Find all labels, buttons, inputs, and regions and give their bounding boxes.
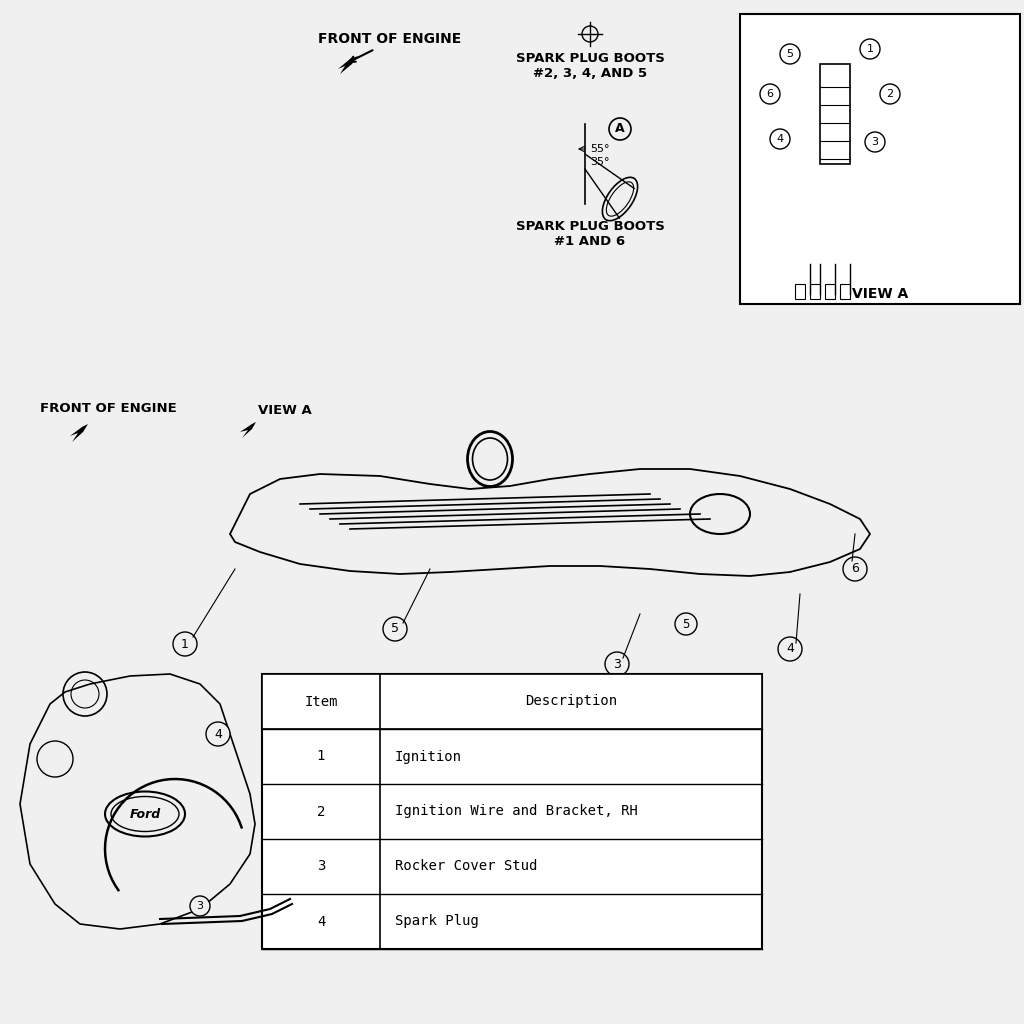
Text: 5: 5 [786, 49, 794, 59]
Text: Rocker Cover Stud: Rocker Cover Stud [395, 859, 538, 873]
Circle shape [780, 44, 800, 63]
Bar [840, 284, 850, 299]
Text: 3: 3 [613, 657, 621, 671]
Polygon shape [338, 56, 358, 74]
Text: 2: 2 [316, 805, 326, 818]
Text: 1: 1 [181, 638, 189, 650]
Circle shape [843, 557, 867, 581]
Text: 1: 1 [316, 750, 326, 764]
Text: 35°: 35° [590, 157, 609, 167]
Polygon shape [70, 424, 88, 442]
Circle shape [880, 84, 900, 104]
Polygon shape [240, 422, 256, 438]
Circle shape [770, 129, 790, 150]
Circle shape [860, 39, 880, 59]
Text: 4: 4 [316, 914, 326, 929]
Text: 1: 1 [866, 44, 873, 54]
Circle shape [609, 118, 631, 140]
Text: 3: 3 [316, 859, 326, 873]
Bar [825, 284, 835, 299]
Circle shape [778, 637, 802, 662]
Text: VIEW A: VIEW A [258, 404, 311, 418]
Text: VIEW A: VIEW A [852, 287, 908, 301]
Bar [740, 14, 1020, 304]
Circle shape [605, 652, 629, 676]
Circle shape [865, 132, 885, 152]
Circle shape [675, 613, 697, 635]
Circle shape [173, 632, 197, 656]
Text: Ignition: Ignition [395, 750, 462, 764]
Text: 4: 4 [214, 727, 222, 740]
Bar [262, 674, 762, 949]
Text: 6: 6 [851, 562, 859, 575]
Bar [795, 284, 805, 299]
Text: 4: 4 [776, 134, 783, 144]
Text: 3: 3 [197, 901, 204, 911]
Text: A: A [615, 123, 625, 135]
Bar [820, 63, 850, 164]
Circle shape [383, 617, 407, 641]
Bar [262, 674, 762, 729]
Text: 2: 2 [887, 89, 894, 99]
Text: 6: 6 [767, 89, 773, 99]
Text: 4: 4 [786, 642, 794, 655]
Text: Item: Item [304, 694, 338, 709]
Text: SPARK PLUG BOOTS
#1 AND 6: SPARK PLUG BOOTS #1 AND 6 [515, 220, 665, 248]
Circle shape [760, 84, 780, 104]
Text: Spark Plug: Spark Plug [395, 914, 479, 929]
Text: 5: 5 [391, 623, 399, 636]
Text: Description: Description [525, 694, 617, 709]
Text: FRONT OF ENGINE: FRONT OF ENGINE [40, 402, 176, 416]
Text: 55°: 55° [590, 144, 609, 154]
Text: 3: 3 [871, 137, 879, 147]
Circle shape [206, 722, 230, 746]
Bar [810, 284, 820, 299]
Text: Ford: Ford [129, 808, 161, 820]
Text: 5: 5 [682, 617, 690, 631]
Circle shape [190, 896, 210, 916]
Text: SPARK PLUG BOOTS
#2, 3, 4, AND 5: SPARK PLUG BOOTS #2, 3, 4, AND 5 [515, 52, 665, 80]
Text: Ignition Wire and Bracket, RH: Ignition Wire and Bracket, RH [395, 805, 638, 818]
Text: FRONT OF ENGINE: FRONT OF ENGINE [318, 32, 462, 46]
